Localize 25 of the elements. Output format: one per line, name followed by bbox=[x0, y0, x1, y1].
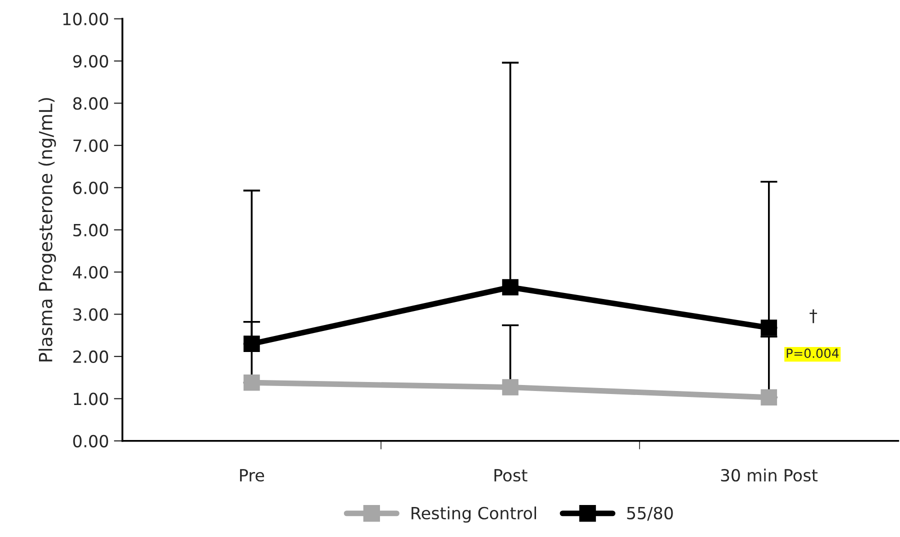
legend-label: 55/80 bbox=[627, 506, 673, 521]
y-tick-label: 9.00 bbox=[73, 54, 108, 68]
y-tick-label: 10.00 bbox=[63, 12, 108, 26]
point bbox=[502, 279, 518, 296]
y-tick-label: 7.00 bbox=[73, 139, 108, 152]
y-axis-title: Plasma Progesterone (ng/mL) bbox=[38, 98, 56, 362]
y-tick-label: 4.00 bbox=[72, 266, 108, 279]
y-tick-label: 3.00 bbox=[73, 308, 108, 321]
y-tick-label: 0.00 bbox=[73, 434, 108, 448]
point bbox=[760, 320, 778, 336]
point bbox=[244, 374, 260, 391]
annotation: † bbox=[810, 309, 818, 324]
y-tick-label: 2.00 bbox=[73, 350, 108, 364]
x-tick-label: 30 min Post bbox=[721, 468, 818, 482]
x-tick-label: Post bbox=[494, 469, 528, 482]
annotation: P=0.004 bbox=[786, 348, 839, 358]
legend-label: Resting Control bbox=[412, 506, 536, 523]
x-tick-label: Pre bbox=[240, 469, 264, 482]
point bbox=[760, 389, 778, 406]
y-tick-label: 1.00 bbox=[74, 392, 108, 406]
y-tick-label: 5.00 bbox=[73, 224, 108, 236]
point bbox=[502, 379, 518, 396]
y-tick-label: 6.00 bbox=[73, 182, 108, 194]
point bbox=[244, 336, 260, 352]
y-tick-label: 8.00 bbox=[73, 97, 108, 110]
